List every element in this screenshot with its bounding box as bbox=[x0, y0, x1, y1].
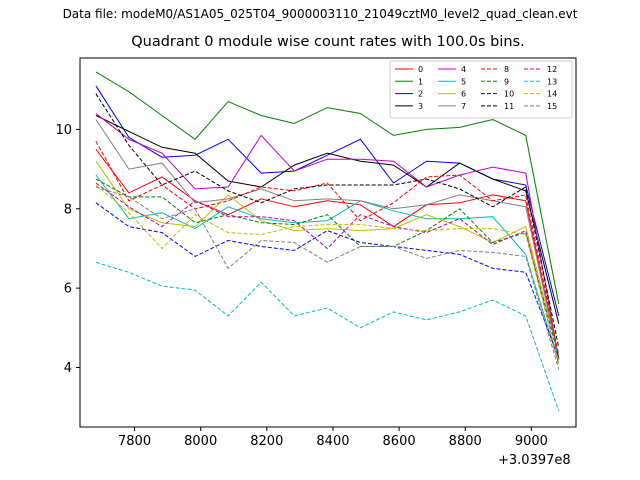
x-tick-label: 8600 bbox=[383, 434, 416, 449]
x-tick-label: 8400 bbox=[316, 434, 349, 449]
series-line-7 bbox=[95, 119, 560, 360]
series-line-0 bbox=[95, 148, 560, 360]
series-layer bbox=[95, 71, 560, 412]
y-tick-label: 10 bbox=[55, 123, 72, 138]
legend-label-10: 10 bbox=[504, 90, 514, 99]
legend-label-0: 0 bbox=[418, 65, 423, 74]
tick-layer: 7800 8000 8200 8400 8600 8800 9000 4 6 8 10 bbox=[55, 123, 547, 449]
series-line-1 bbox=[95, 71, 560, 305]
legend-label-3: 3 bbox=[418, 102, 423, 111]
chart-title: Quadrant 0 module wise count rates with … bbox=[131, 34, 525, 50]
series-line-11 bbox=[95, 93, 560, 348]
y-tick-label: 8 bbox=[64, 202, 72, 217]
series-line-10 bbox=[95, 202, 560, 358]
plot-frame bbox=[79, 57, 577, 428]
legend-label-14: 14 bbox=[547, 90, 557, 99]
x-tick-label: 8200 bbox=[250, 434, 283, 449]
y-tick-label: 4 bbox=[64, 361, 72, 376]
legend-label-13: 13 bbox=[547, 77, 557, 86]
series-line-15 bbox=[95, 186, 560, 370]
y-tick-label: 6 bbox=[64, 282, 72, 297]
legend-label-2: 2 bbox=[418, 90, 423, 99]
legend-label-6: 6 bbox=[461, 90, 466, 99]
series-line-4 bbox=[95, 113, 560, 360]
x-tick-label: 8800 bbox=[449, 434, 482, 449]
x-tick-label: 9000 bbox=[515, 434, 548, 449]
series-line-5 bbox=[95, 174, 560, 364]
series-line-14 bbox=[95, 184, 560, 364]
legend-label-4: 4 bbox=[461, 65, 466, 74]
legend-label-11: 11 bbox=[504, 102, 514, 111]
series-line-3 bbox=[95, 115, 560, 324]
series-line-12 bbox=[95, 182, 560, 366]
legend-label-1: 1 bbox=[418, 77, 423, 86]
legend-label-15: 15 bbox=[547, 102, 557, 111]
series-line-13 bbox=[95, 261, 560, 412]
series-line-9 bbox=[95, 178, 560, 358]
x-offset-label: +3.0397e8 bbox=[498, 453, 571, 468]
legend-label-8: 8 bbox=[504, 65, 509, 74]
legend-label-12: 12 bbox=[547, 65, 557, 74]
legend-box bbox=[389, 60, 573, 119]
legend-label-5: 5 bbox=[461, 77, 466, 86]
x-tick-label: 7800 bbox=[118, 434, 151, 449]
legend-label-9: 9 bbox=[504, 77, 509, 86]
legend-label-7: 7 bbox=[461, 102, 466, 111]
series-line-8 bbox=[95, 141, 560, 356]
series-line-6 bbox=[95, 160, 560, 356]
suptitle: Data file: modeM0/AS1A05_025T04_90000031… bbox=[62, 7, 578, 21]
x-tick-label: 8000 bbox=[184, 434, 217, 449]
